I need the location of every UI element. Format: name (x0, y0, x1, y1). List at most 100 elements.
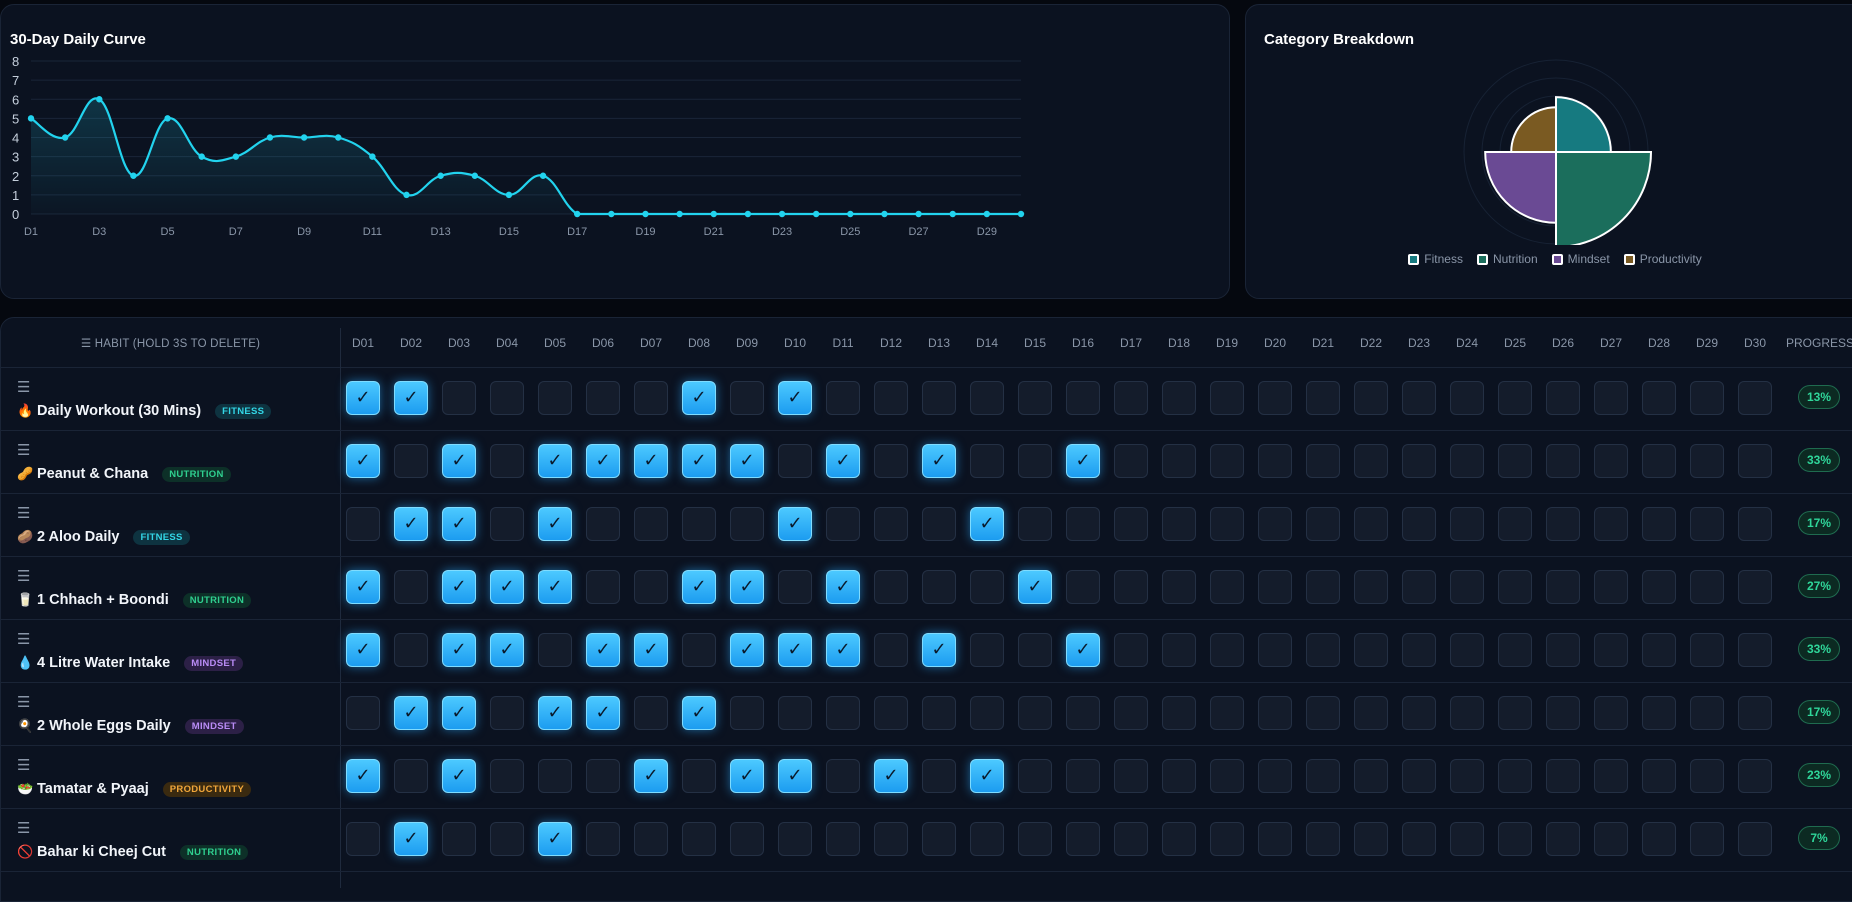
habit-row[interactable]: ☰ 🚫Bahar ki Cheej Cut NUTRITION 7% (1, 809, 1852, 872)
day-checkbox[interactable] (442, 822, 476, 856)
day-checkbox[interactable] (538, 696, 572, 730)
day-checkbox[interactable] (874, 822, 908, 856)
day-checkbox[interactable] (1018, 507, 1052, 541)
day-checkbox[interactable] (538, 507, 572, 541)
day-checkbox[interactable] (1018, 570, 1052, 604)
day-checkbox[interactable] (1354, 570, 1388, 604)
day-checkbox[interactable] (1162, 570, 1196, 604)
day-checkbox[interactable] (1402, 570, 1436, 604)
day-checkbox[interactable] (1114, 822, 1148, 856)
day-checkbox[interactable] (1450, 822, 1484, 856)
day-checkbox[interactable] (682, 570, 716, 604)
day-checkbox[interactable] (1690, 759, 1724, 793)
curve-point[interactable] (710, 210, 717, 218)
day-checkbox[interactable] (1018, 822, 1052, 856)
day-checkbox[interactable] (970, 696, 1004, 730)
day-checkbox[interactable] (1642, 444, 1676, 478)
curve-point[interactable] (232, 153, 240, 160)
day-checkbox[interactable] (682, 444, 716, 478)
polar-slice-fitness[interactable] (1555, 96, 1612, 153)
day-checkbox[interactable] (826, 633, 860, 667)
day-checkbox[interactable] (730, 570, 764, 604)
day-checkbox[interactable] (1258, 570, 1292, 604)
day-checkbox[interactable] (1114, 696, 1148, 730)
day-checkbox[interactable] (1498, 696, 1532, 730)
day-checkbox[interactable] (682, 507, 716, 541)
day-checkbox[interactable] (1450, 570, 1484, 604)
day-checkbox[interactable] (1210, 759, 1244, 793)
day-checkbox[interactable] (1450, 444, 1484, 478)
day-checkbox[interactable] (874, 381, 908, 415)
day-checkbox[interactable] (1738, 822, 1772, 856)
day-checkbox[interactable] (1210, 507, 1244, 541)
day-checkbox[interactable] (682, 381, 716, 415)
day-checkbox[interactable] (970, 822, 1004, 856)
day-checkbox[interactable] (1306, 759, 1340, 793)
day-checkbox[interactable] (538, 822, 572, 856)
day-checkbox[interactable] (922, 570, 956, 604)
curve-point[interactable] (96, 96, 103, 103)
day-checkbox[interactable] (394, 696, 428, 730)
day-checkbox[interactable] (1306, 822, 1340, 856)
day-checkbox[interactable] (1114, 444, 1148, 478)
polar-slice-nutrition[interactable] (1555, 151, 1653, 245)
day-checkbox[interactable] (1306, 444, 1340, 478)
curve-point[interactable] (335, 134, 342, 141)
day-checkbox[interactable] (874, 633, 908, 667)
day-checkbox[interactable] (1594, 570, 1628, 604)
day-checkbox[interactable] (1450, 507, 1484, 541)
day-checkbox[interactable] (634, 822, 668, 856)
curve-point[interactable] (915, 210, 922, 218)
day-checkbox[interactable] (922, 381, 956, 415)
day-checkbox[interactable] (442, 507, 476, 541)
day-checkbox[interactable] (874, 759, 908, 793)
day-checkbox[interactable] (1690, 444, 1724, 478)
day-checkbox[interactable] (1642, 759, 1676, 793)
day-checkbox[interactable] (1066, 822, 1100, 856)
day-checkbox[interactable] (1546, 696, 1580, 730)
day-checkbox[interactable] (1594, 444, 1628, 478)
day-checkbox[interactable] (1690, 381, 1724, 415)
curve-point[interactable] (27, 115, 35, 122)
day-checkbox[interactable] (1738, 633, 1772, 667)
day-checkbox[interactable] (922, 759, 956, 793)
day-checkbox[interactable] (1162, 696, 1196, 730)
day-checkbox[interactable] (682, 633, 716, 667)
drag-handle-icon[interactable]: ☰ (17, 694, 31, 711)
day-checkbox[interactable] (1450, 381, 1484, 415)
day-checkbox[interactable] (1114, 381, 1148, 415)
day-checkbox[interactable] (1306, 570, 1340, 604)
day-checkbox[interactable] (394, 570, 428, 604)
day-checkbox[interactable] (1354, 507, 1388, 541)
day-checkbox[interactable] (394, 633, 428, 667)
day-checkbox[interactable] (1450, 696, 1484, 730)
day-checkbox[interactable] (634, 633, 668, 667)
curve-point[interactable] (608, 210, 615, 218)
day-checkbox[interactable] (346, 696, 380, 730)
day-checkbox[interactable] (490, 822, 524, 856)
day-checkbox[interactable] (778, 633, 812, 667)
day-checkbox[interactable] (1018, 381, 1052, 415)
polar-slice-productivity[interactable] (1510, 106, 1557, 153)
day-checkbox[interactable] (1306, 381, 1340, 415)
day-checkbox[interactable] (826, 822, 860, 856)
habit-row[interactable]: ☰ 🥔2 Aloo Daily FITNESS 17% (1, 494, 1852, 557)
day-checkbox[interactable] (778, 570, 812, 604)
day-checkbox[interactable] (1210, 822, 1244, 856)
day-checkbox[interactable] (1546, 381, 1580, 415)
day-checkbox[interactable] (1354, 381, 1388, 415)
day-checkbox[interactable] (826, 570, 860, 604)
day-checkbox[interactable] (970, 444, 1004, 478)
day-checkbox[interactable] (1498, 759, 1532, 793)
day-checkbox[interactable] (1162, 507, 1196, 541)
legend-item-productivity[interactable]: Productivity (1623, 252, 1702, 266)
day-checkbox[interactable] (1018, 633, 1052, 667)
polar-slice-mindset[interactable] (1484, 151, 1557, 224)
curve-point[interactable] (847, 210, 854, 218)
day-checkbox[interactable] (1594, 507, 1628, 541)
day-checkbox[interactable] (1642, 570, 1676, 604)
day-checkbox[interactable] (1018, 444, 1052, 478)
day-checkbox[interactable] (634, 759, 668, 793)
day-checkbox[interactable] (1402, 444, 1436, 478)
day-checkbox[interactable] (538, 381, 572, 415)
